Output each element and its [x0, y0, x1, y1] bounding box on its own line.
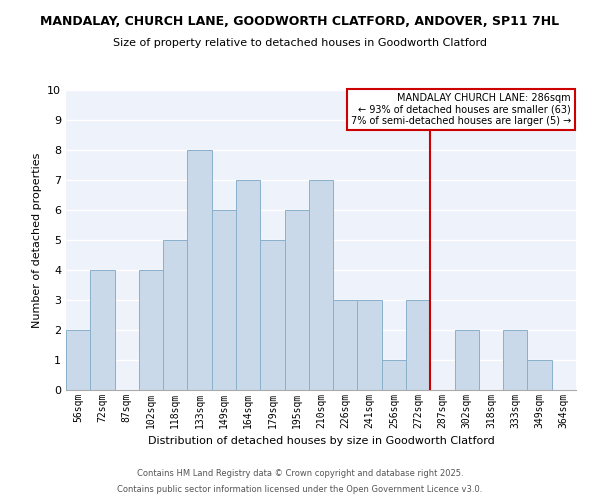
Bar	[212, 210, 236, 390]
Bar	[309, 180, 333, 390]
Bar	[90, 270, 115, 390]
Text: Contains public sector information licensed under the Open Government Licence v3: Contains public sector information licen…	[118, 485, 482, 494]
Text: MANDALAY, CHURCH LANE, GOODWORTH CLATFORD, ANDOVER, SP11 7HL: MANDALAY, CHURCH LANE, GOODWORTH CLATFOR…	[40, 15, 560, 28]
X-axis label: Distribution of detached houses by size in Goodworth Clatford: Distribution of detached houses by size …	[148, 436, 494, 446]
Bar	[503, 330, 527, 390]
Bar	[139, 270, 163, 390]
Bar	[527, 360, 552, 390]
Bar	[333, 300, 358, 390]
Y-axis label: Number of detached properties: Number of detached properties	[32, 152, 41, 328]
Bar	[455, 330, 479, 390]
Bar	[382, 360, 406, 390]
Text: Contains HM Land Registry data © Crown copyright and database right 2025.: Contains HM Land Registry data © Crown c…	[137, 468, 463, 477]
Bar	[260, 240, 284, 390]
Bar	[66, 330, 90, 390]
Bar	[284, 210, 309, 390]
Bar	[236, 180, 260, 390]
Bar	[163, 240, 187, 390]
Text: MANDALAY CHURCH LANE: 286sqm
← 93% of detached houses are smaller (63)
7% of sem: MANDALAY CHURCH LANE: 286sqm ← 93% of de…	[350, 93, 571, 126]
Bar	[406, 300, 430, 390]
Bar	[358, 300, 382, 390]
Bar	[187, 150, 212, 390]
Text: Size of property relative to detached houses in Goodworth Clatford: Size of property relative to detached ho…	[113, 38, 487, 48]
